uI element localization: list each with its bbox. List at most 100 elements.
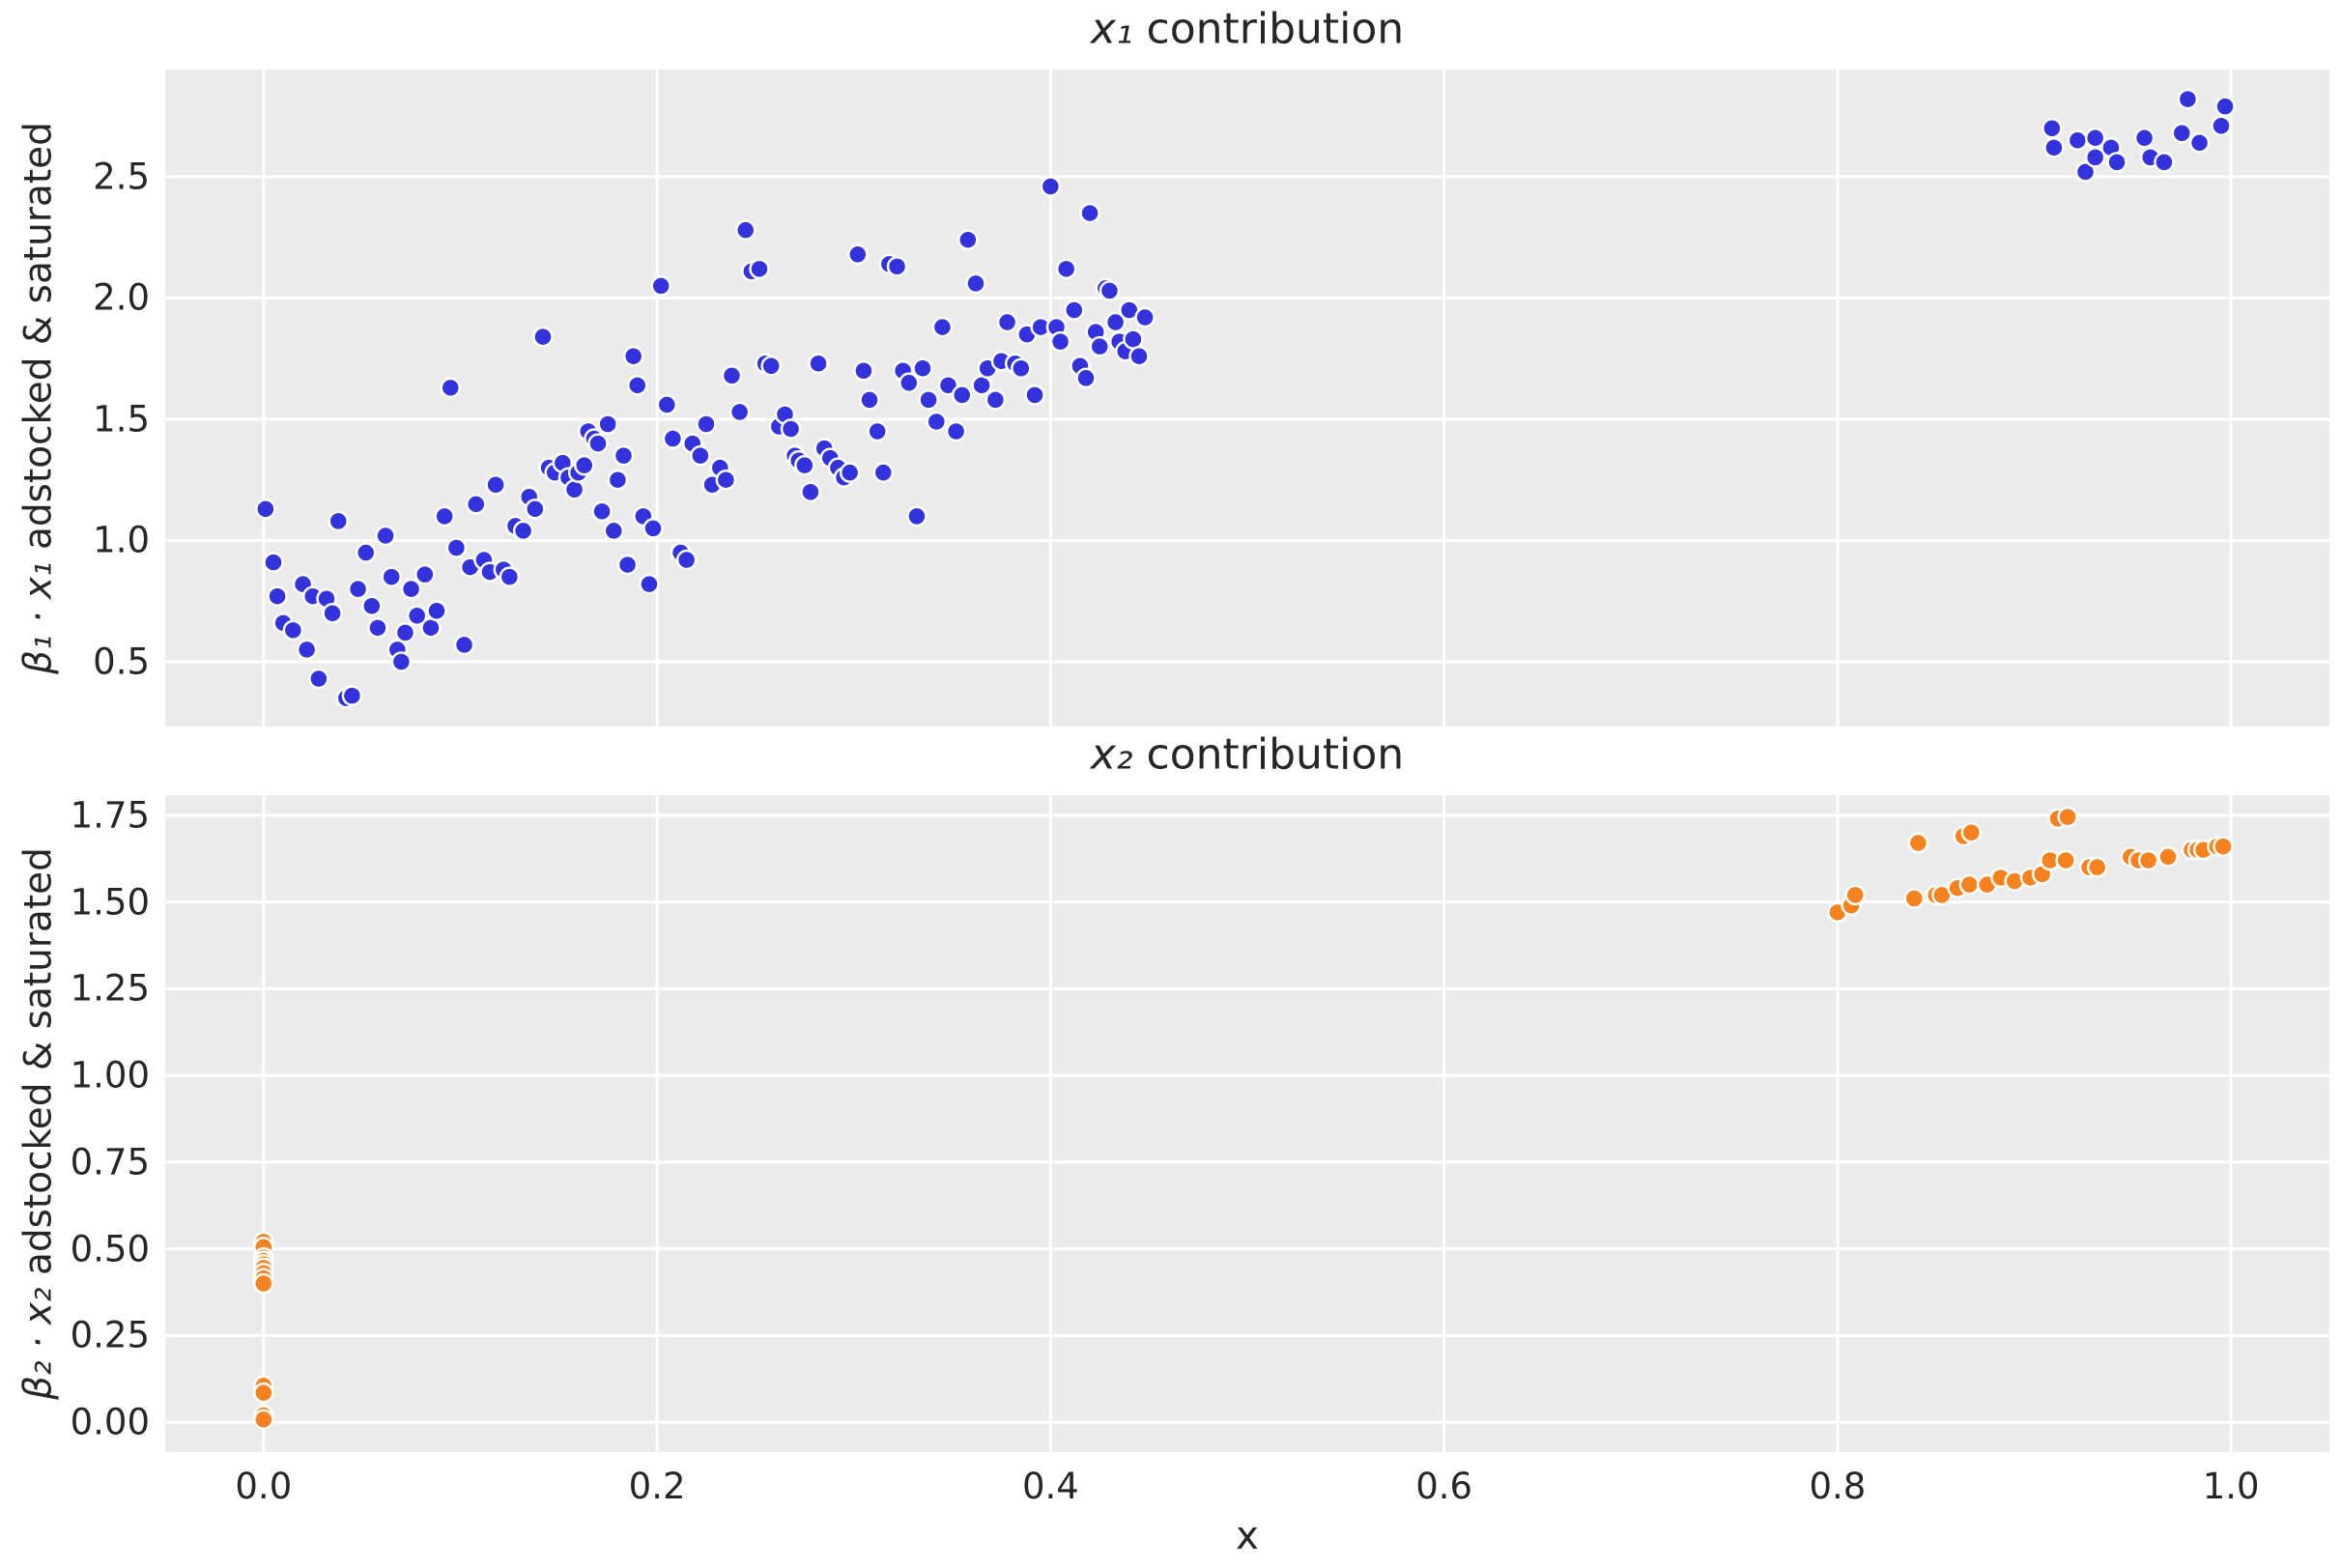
data-point xyxy=(616,554,639,576)
data-point xyxy=(563,479,585,500)
data-point xyxy=(426,600,447,622)
data-point xyxy=(485,473,506,496)
data-point xyxy=(859,389,880,411)
data-point xyxy=(734,219,757,241)
data-point xyxy=(1903,888,1926,909)
data-point xyxy=(1104,311,1127,333)
subplot2-ylabel-text: adstocked & saturated xyxy=(16,847,61,1288)
data-point xyxy=(453,634,475,656)
data-point xyxy=(749,258,770,280)
data-point xyxy=(690,444,711,467)
subplot1-ylabel-math: β₁ · x₁ xyxy=(16,561,61,674)
data-point xyxy=(1011,357,1032,380)
data-point xyxy=(996,311,1018,333)
data-point xyxy=(945,420,967,442)
data-point xyxy=(434,505,455,527)
data-point xyxy=(296,639,318,661)
data-point xyxy=(255,499,276,520)
x-tick-label: 0.0 xyxy=(235,1466,293,1507)
x-tick-label: 0.6 xyxy=(1415,1466,1473,1507)
data-point xyxy=(1040,176,1062,197)
data-point xyxy=(375,525,396,547)
data-point xyxy=(626,375,648,396)
data-point xyxy=(2041,117,2063,139)
data-point xyxy=(512,520,534,542)
data-point xyxy=(267,585,288,607)
data-point xyxy=(2171,123,2193,144)
data-point xyxy=(1128,345,1150,367)
data-point xyxy=(2137,849,2159,871)
data-point xyxy=(957,229,979,250)
data-point xyxy=(573,454,595,476)
data-point xyxy=(253,1382,274,1404)
subplot1-title-variable: x₁ xyxy=(1090,4,1133,54)
y-tick-label: 1.5 xyxy=(93,398,150,441)
data-point xyxy=(1099,280,1121,301)
x-axis-label: x xyxy=(1236,1514,1259,1558)
data-point xyxy=(912,357,933,380)
subplot1-ylabel: β₁ · x₁ adstocked & saturated xyxy=(17,122,61,674)
data-point xyxy=(2084,147,2106,168)
data-point xyxy=(965,272,986,295)
data-point xyxy=(1024,385,1045,406)
data-point xyxy=(322,603,343,624)
data-point xyxy=(951,385,973,406)
data-point xyxy=(2154,152,2175,173)
data-point xyxy=(2106,152,2127,173)
data-point xyxy=(650,275,671,297)
data-point xyxy=(1907,832,1929,854)
plot-area-2 xyxy=(165,795,2329,1452)
data-point xyxy=(2157,846,2179,868)
axes-background xyxy=(165,70,2329,727)
data-point xyxy=(347,578,369,600)
subplot1-title: x₁ contribution xyxy=(1091,5,1404,54)
y-tick-label: 0.5 xyxy=(93,641,150,683)
data-point xyxy=(440,377,462,399)
plot-area-1 xyxy=(165,70,2329,727)
data-point xyxy=(898,372,920,394)
y-tick-label: 2.5 xyxy=(93,156,150,198)
y-tick-label: 0.50 xyxy=(70,1228,150,1270)
subplot1-ylabel-text: adstocked & saturated xyxy=(16,122,61,562)
axes-background xyxy=(165,795,2329,1452)
y-tick-label: 0.75 xyxy=(70,1141,150,1183)
y-tick-label: 2.0 xyxy=(93,276,150,319)
data-point xyxy=(355,542,377,563)
data-point xyxy=(839,462,861,483)
data-point xyxy=(613,444,635,467)
data-point xyxy=(2214,96,2236,117)
data-point xyxy=(341,685,363,706)
y-tick-label: 1.75 xyxy=(70,794,150,837)
data-point xyxy=(587,433,609,454)
data-point xyxy=(499,566,521,587)
y-tick-label: 1.00 xyxy=(70,1054,150,1097)
y-tick-label: 0.00 xyxy=(70,1401,150,1443)
data-point xyxy=(308,668,329,690)
data-point xyxy=(525,499,546,520)
data-point xyxy=(1844,884,1866,906)
data-point xyxy=(603,520,625,542)
data-point xyxy=(662,428,684,449)
data-point xyxy=(607,469,629,491)
data-point xyxy=(253,1272,274,1295)
data-point xyxy=(872,462,895,483)
data-point xyxy=(2086,856,2108,878)
x-tick-label: 1.0 xyxy=(2202,1466,2260,1507)
data-point xyxy=(926,411,948,433)
data-point xyxy=(1958,873,1981,896)
data-point xyxy=(390,651,413,672)
data-point xyxy=(1079,202,1100,224)
data-point xyxy=(1134,306,1156,328)
data-point xyxy=(414,563,436,585)
data-point xyxy=(597,413,618,435)
data-point xyxy=(2133,128,2155,149)
data-point xyxy=(532,326,554,348)
data-point xyxy=(381,566,402,587)
y-tick-label: 1.50 xyxy=(70,881,150,924)
data-point xyxy=(780,418,802,440)
data-point xyxy=(445,537,468,558)
data-point xyxy=(406,605,428,627)
data-point xyxy=(656,394,678,415)
y-tick-label: 1.25 xyxy=(70,967,150,1010)
data-point xyxy=(263,552,284,573)
